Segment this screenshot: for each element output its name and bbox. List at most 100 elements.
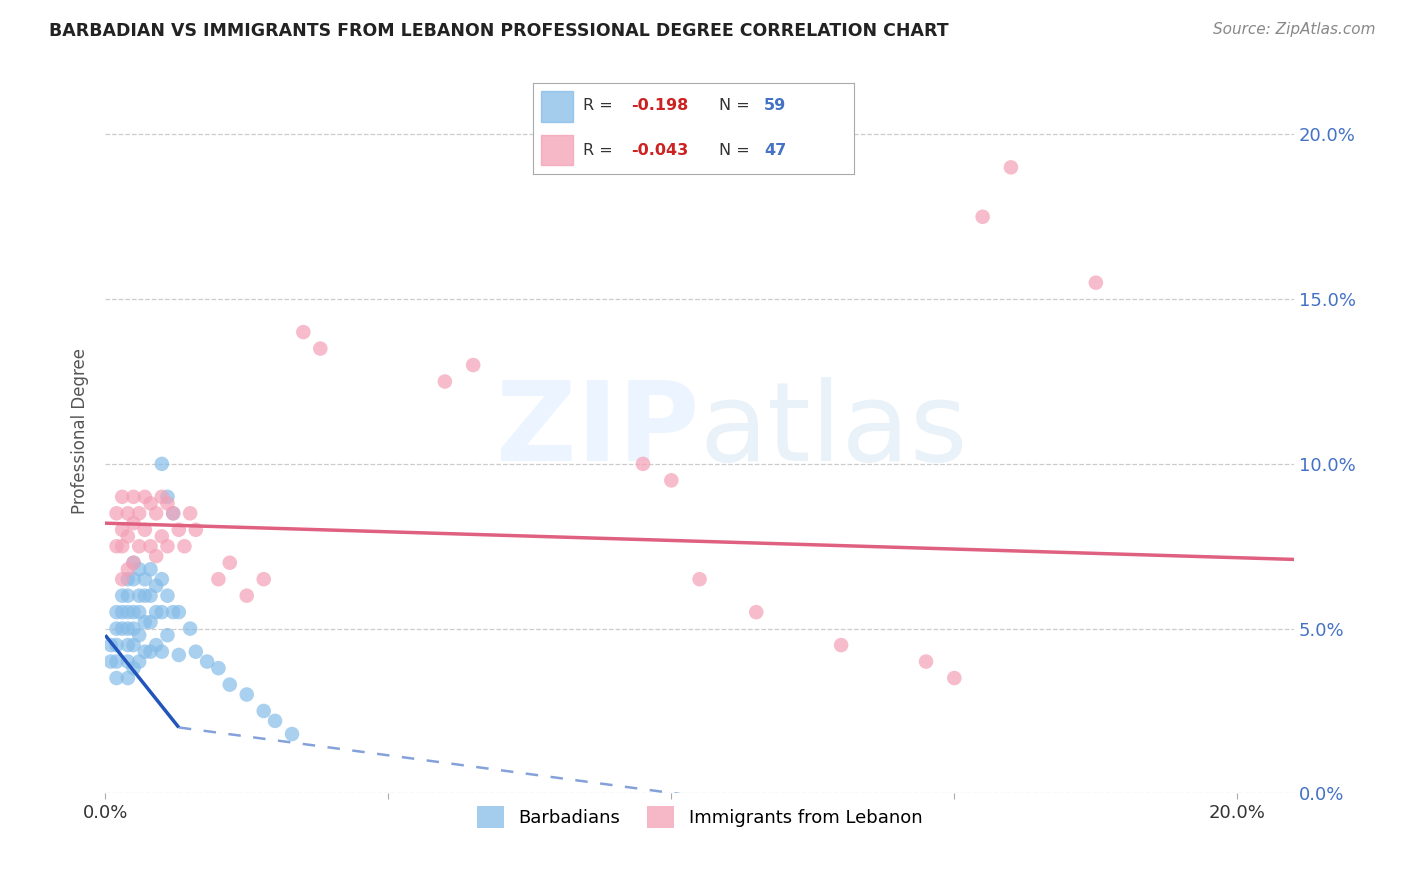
Point: [433, 375, 456, 389]
Point: [218, 678, 240, 692]
Point: [139, 615, 162, 629]
Point: [162, 605, 184, 619]
Point: [167, 648, 190, 662]
Point: [100, 655, 122, 669]
Point: [122, 661, 145, 675]
Point: [139, 539, 162, 553]
Point: [122, 556, 145, 570]
Point: [281, 727, 304, 741]
Point: [253, 704, 276, 718]
Point: [117, 622, 139, 636]
Point: [139, 589, 162, 603]
Point: [156, 490, 179, 504]
Point: [122, 572, 145, 586]
Point: [117, 671, 139, 685]
Point: [659, 474, 682, 488]
Point: [111, 605, 134, 619]
Point: [162, 506, 184, 520]
Point: [128, 589, 150, 603]
Point: [122, 516, 145, 531]
Point: [105, 506, 128, 520]
Point: [156, 628, 179, 642]
Point: [156, 539, 179, 553]
Point: [122, 622, 145, 636]
Point: [117, 529, 139, 543]
Point: [134, 589, 156, 603]
Point: [167, 523, 190, 537]
Point: [943, 671, 966, 685]
Point: [972, 210, 994, 224]
Point: [309, 342, 332, 356]
Point: [915, 655, 938, 669]
Point: [145, 506, 167, 520]
Point: [184, 523, 207, 537]
Text: BARBADIAN VS IMMIGRANTS FROM LEBANON PROFESSIONAL DEGREE CORRELATION CHART: BARBADIAN VS IMMIGRANTS FROM LEBANON PRO…: [49, 22, 949, 40]
Point: [150, 457, 173, 471]
Point: [139, 496, 162, 510]
Point: [117, 589, 139, 603]
Y-axis label: Professional Degree: Professional Degree: [72, 348, 89, 514]
Point: [830, 638, 852, 652]
Point: [745, 605, 768, 619]
Point: [117, 605, 139, 619]
Point: [134, 490, 156, 504]
Point: [150, 529, 173, 543]
Point: [179, 506, 201, 520]
Point: [235, 688, 257, 702]
Point: [128, 506, 150, 520]
Point: [150, 490, 173, 504]
Point: [145, 605, 167, 619]
Point: [111, 539, 134, 553]
Point: [134, 523, 156, 537]
Point: [117, 506, 139, 520]
Point: [105, 655, 128, 669]
Point: [207, 661, 229, 675]
Point: [122, 605, 145, 619]
Point: [218, 556, 240, 570]
Point: [156, 496, 179, 510]
Point: [105, 605, 128, 619]
Point: [689, 572, 711, 586]
Point: [179, 622, 201, 636]
Point: [195, 655, 218, 669]
Point: [111, 589, 134, 603]
Text: atlas: atlas: [700, 377, 969, 484]
Point: [111, 490, 134, 504]
Point: [117, 562, 139, 576]
Point: [139, 645, 162, 659]
Point: [1000, 161, 1022, 175]
Point: [162, 506, 184, 520]
Point: [105, 622, 128, 636]
Point: [105, 671, 128, 685]
Point: [117, 572, 139, 586]
Point: [264, 714, 287, 728]
Point: [156, 589, 179, 603]
Point: [207, 572, 229, 586]
Point: [111, 523, 134, 537]
Point: [145, 579, 167, 593]
Point: [145, 549, 167, 563]
Point: [122, 490, 145, 504]
Point: [128, 562, 150, 576]
Legend: Barbadians, Immigrants from Lebanon: Barbadians, Immigrants from Lebanon: [470, 798, 929, 835]
Point: [631, 457, 654, 471]
Point: [1084, 276, 1107, 290]
Point: [105, 638, 128, 652]
Point: [117, 655, 139, 669]
Point: [173, 539, 195, 553]
Point: [134, 572, 156, 586]
Point: [134, 615, 156, 629]
Point: [167, 605, 190, 619]
Point: [117, 638, 139, 652]
Point: [150, 645, 173, 659]
Point: [128, 539, 150, 553]
Point: [463, 358, 485, 372]
Point: [292, 325, 315, 339]
Point: [253, 572, 276, 586]
Point: [235, 589, 257, 603]
Point: [128, 605, 150, 619]
Point: [139, 562, 162, 576]
Point: [184, 645, 207, 659]
Point: [122, 638, 145, 652]
Point: [128, 628, 150, 642]
